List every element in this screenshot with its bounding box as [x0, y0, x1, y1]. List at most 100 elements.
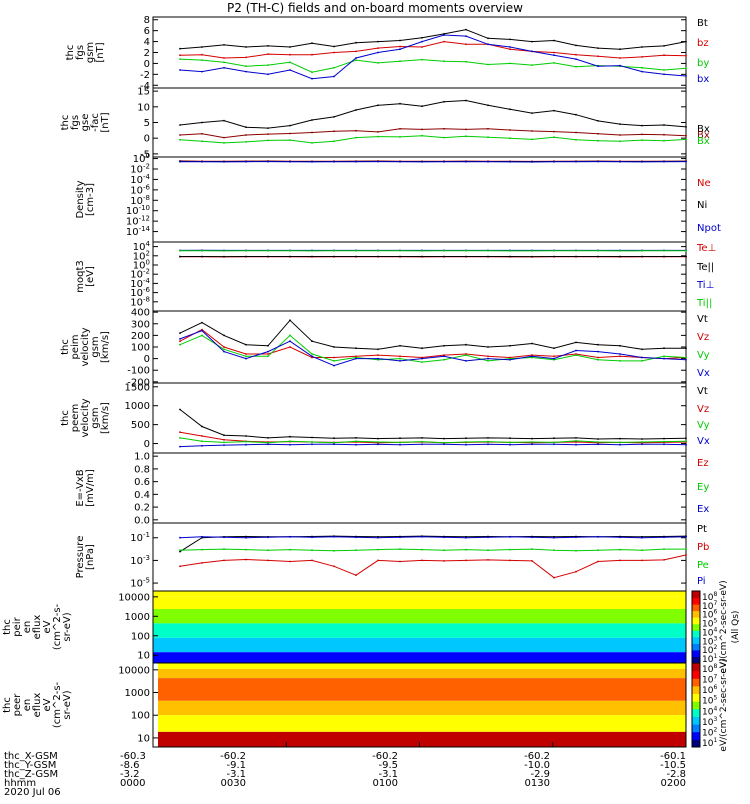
- series-line: [180, 136, 686, 143]
- colorbar-segment: [692, 701, 700, 709]
- y-axis-label: [eV]: [85, 266, 96, 287]
- y-tick-label: 6: [144, 26, 150, 37]
- spectrogram-band: [158, 678, 686, 701]
- panel-frame: [153, 17, 686, 88]
- y-tick-label: 10-1: [130, 531, 150, 544]
- y-tick-label: 0: [144, 439, 150, 450]
- y-tick-label: 1.0: [134, 452, 150, 463]
- colorbar-segment: [692, 656, 700, 663]
- legend-entry: Ti||: [696, 298, 712, 309]
- series-line: [180, 30, 686, 50]
- series-peim_velocity-1: [179, 329, 687, 360]
- y-tick-label: 100: [131, 631, 150, 642]
- x-row-value: 0000: [120, 778, 145, 789]
- series-peim_velocity-0: [179, 319, 687, 350]
- series-peem_velocity-0: [179, 409, 687, 440]
- series-line: [180, 330, 686, 359]
- colorbar-segment: [692, 724, 700, 732]
- y-tick-label: -100: [127, 366, 150, 377]
- y-tick-label: 0: [144, 134, 150, 145]
- series-line: [180, 444, 686, 446]
- y-tick-label: 0: [144, 354, 150, 365]
- series-fgs_fac-2: [179, 135, 687, 144]
- legend-entry: Vt: [697, 386, 708, 397]
- legend-entry: Pe: [697, 560, 709, 571]
- series-fgs_fac-0: [179, 100, 687, 129]
- colorbar-segment: [692, 611, 700, 618]
- legend-entry: Vz: [697, 404, 709, 415]
- y-tick-label: 15: [137, 87, 150, 98]
- series-line: [180, 42, 686, 58]
- y-tick-label: 2: [144, 48, 150, 59]
- panel-frame: [153, 157, 686, 242]
- colorbar-segment: [692, 663, 700, 671]
- y-tick-label: 5: [144, 118, 150, 129]
- y-tick-label: 10-3: [130, 554, 150, 567]
- legend-entry: Vz: [697, 332, 709, 343]
- y-tick-label: 10-5: [130, 577, 150, 590]
- spectrogram-y-label: sr-eV): [62, 612, 73, 641]
- spectrogram-band: [158, 715, 686, 732]
- y-tick-label: 10: [137, 651, 150, 662]
- y-tick-label: 10: [137, 733, 150, 744]
- colorbar-segment: [692, 598, 700, 605]
- series-pressure-2: [179, 548, 687, 552]
- spectrogram-band: [158, 701, 686, 715]
- colorbar-segment: [692, 624, 700, 631]
- x-row-value: 0130: [525, 778, 550, 789]
- y-tick-label: 0.4: [134, 490, 150, 501]
- legend-entry: bz: [697, 38, 709, 49]
- panel-density: Density[cm-3]10010-210-410-610-810-1010-…: [75, 152, 721, 242]
- y-tick-label: 500: [131, 420, 150, 431]
- y-axis-label: [nT]: [100, 112, 111, 132]
- spectrogram-band: [153, 591, 686, 597]
- colorbar-segment: [692, 709, 700, 717]
- legend-entry: Vy: [697, 420, 710, 431]
- panel-frame: [153, 453, 686, 523]
- y-tick-label: 1500: [125, 382, 150, 393]
- legend-entry: Ey: [697, 482, 709, 493]
- legend-entry: Te||: [696, 262, 714, 273]
- series-line: [180, 536, 686, 552]
- y-tick-label: 10000: [118, 665, 150, 676]
- series-peim_velocity-2: [179, 335, 687, 364]
- y-tick-label: 300: [131, 319, 150, 330]
- y-tick-label: 1000: [125, 401, 150, 412]
- spectrogram-band: [153, 652, 686, 663]
- colorbar-segment: [692, 604, 700, 611]
- panel-frame: [153, 242, 686, 311]
- series-fgs-1: [179, 41, 687, 59]
- y-tick-label: 100: [131, 711, 150, 722]
- spectrogram-band: [153, 609, 686, 623]
- series-line: [180, 101, 686, 129]
- series-line: [180, 549, 686, 551]
- y-tick-label: 10-14: [126, 225, 151, 238]
- series-line: [180, 320, 686, 349]
- series-line: [180, 335, 686, 362]
- legend-entry: Bx: [697, 136, 710, 147]
- x-row-value: 0100: [373, 778, 398, 789]
- y-tick-label: 10: [137, 102, 150, 113]
- legend-entry: by: [697, 58, 709, 69]
- y-tick-label: 8: [144, 15, 150, 26]
- legend-entry: Vt: [697, 314, 708, 325]
- y-tick-label: 100: [131, 343, 150, 354]
- spectrogram-y-label: sr-eV): [62, 690, 73, 719]
- colorbar-segment: [692, 678, 700, 686]
- figure-title: P2 (TH-C) fields and on-board moments ov…: [0, 1, 750, 15]
- y-tick-label: 4: [144, 37, 150, 48]
- legend-entry: Ex: [697, 504, 709, 515]
- x-row-value: 0200: [661, 778, 686, 789]
- colorbar-segment: [692, 732, 700, 740]
- colorbar-tick-label: 101: [702, 737, 717, 749]
- y-tick-label: 0.0: [134, 515, 150, 526]
- colorbar-segment: [692, 650, 700, 657]
- spectrogram-band: [158, 732, 686, 747]
- series-line: [180, 410, 686, 440]
- y-tick-label: 1000: [125, 688, 150, 699]
